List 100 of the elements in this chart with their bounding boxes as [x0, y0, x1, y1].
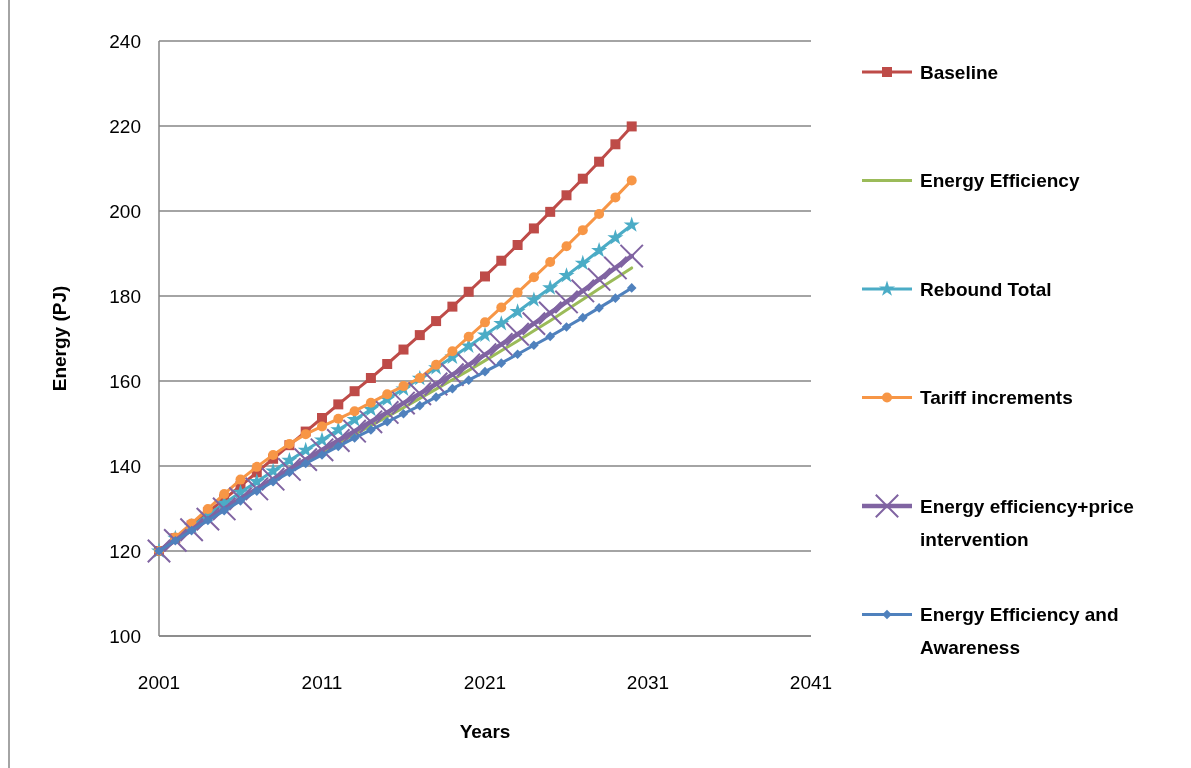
point — [558, 267, 575, 283]
point — [610, 192, 621, 203]
point — [333, 441, 344, 452]
point — [545, 257, 556, 267]
point — [529, 340, 539, 351]
point — [480, 271, 490, 282]
point — [525, 291, 542, 307]
point — [610, 293, 621, 303]
point — [447, 383, 458, 394]
legend-label: Energy Efficiency — [920, 170, 1080, 192]
point — [358, 409, 384, 434]
point — [610, 139, 621, 150]
point — [333, 413, 344, 424]
point — [476, 326, 494, 342]
point — [284, 467, 295, 478]
point — [235, 474, 246, 485]
y-tick-label: 220 — [109, 115, 141, 137]
point — [578, 312, 588, 323]
point — [623, 216, 640, 232]
point — [545, 331, 555, 342]
point — [512, 240, 523, 250]
point — [480, 366, 490, 377]
point — [342, 418, 367, 444]
point — [431, 392, 441, 402]
point — [228, 486, 253, 511]
point — [607, 229, 624, 245]
point — [561, 241, 572, 252]
y-tick-label: 240 — [109, 30, 141, 52]
point — [496, 255, 507, 266]
point — [528, 272, 539, 283]
point — [591, 242, 608, 258]
y-axis-title: Energy (PJ) — [49, 285, 70, 392]
point — [512, 349, 523, 360]
point — [277, 457, 302, 482]
point — [594, 208, 605, 219]
point — [423, 371, 449, 397]
point — [528, 223, 539, 234]
point — [496, 358, 507, 368]
point — [577, 225, 588, 236]
point — [251, 461, 262, 472]
point — [463, 331, 474, 342]
point — [398, 344, 409, 355]
point — [456, 352, 481, 378]
point — [493, 315, 510, 331]
point — [349, 433, 360, 443]
point — [268, 476, 278, 487]
point — [309, 437, 335, 463]
point — [496, 302, 507, 313]
point — [561, 190, 572, 201]
legend-label: Energy efficiency+price intervention — [920, 495, 1134, 550]
legend-label: Baseline — [920, 61, 999, 83]
y-tick-label: 120 — [109, 540, 141, 562]
y-tick-label: 100 — [109, 625, 141, 647]
x-tick-label: 2021 — [463, 672, 507, 693]
point — [512, 287, 523, 298]
point — [349, 406, 360, 417]
y-tick-label: 160 — [109, 370, 141, 392]
point — [382, 417, 392, 427]
point — [415, 400, 425, 411]
point — [509, 303, 526, 319]
point — [398, 408, 409, 419]
legend-label: Tariff increments — [920, 387, 1073, 409]
point — [265, 462, 282, 478]
y-tick-label: 140 — [109, 455, 141, 477]
point — [480, 317, 490, 328]
point — [300, 458, 311, 469]
point — [545, 206, 556, 217]
point — [252, 486, 262, 496]
x-axis-title: Years — [459, 721, 511, 742]
point — [594, 156, 605, 167]
point — [244, 476, 269, 502]
point — [626, 121, 637, 132]
point — [626, 283, 637, 293]
point — [594, 303, 604, 313]
point — [407, 381, 432, 406]
point — [349, 386, 360, 397]
point — [366, 425, 376, 435]
point — [382, 389, 393, 400]
point — [375, 400, 400, 425]
x-tick-label: 2001 — [137, 672, 181, 693]
point — [542, 279, 559, 295]
point — [447, 346, 458, 357]
point — [440, 362, 465, 387]
point — [313, 431, 331, 447]
point — [577, 173, 588, 184]
point — [317, 421, 327, 432]
legend-label: Rebound Total — [920, 278, 1052, 300]
point — [268, 449, 279, 460]
y-tick-label: 180 — [109, 285, 141, 307]
point — [382, 359, 393, 369]
point — [619, 243, 644, 269]
point — [398, 381, 409, 392]
x-tick-label: 2041 — [789, 672, 833, 693]
point — [365, 397, 376, 408]
point — [235, 496, 246, 506]
point — [463, 375, 474, 385]
point — [574, 254, 591, 271]
point — [365, 373, 376, 384]
y-tick-label: 200 — [109, 200, 141, 222]
point — [317, 412, 327, 423]
